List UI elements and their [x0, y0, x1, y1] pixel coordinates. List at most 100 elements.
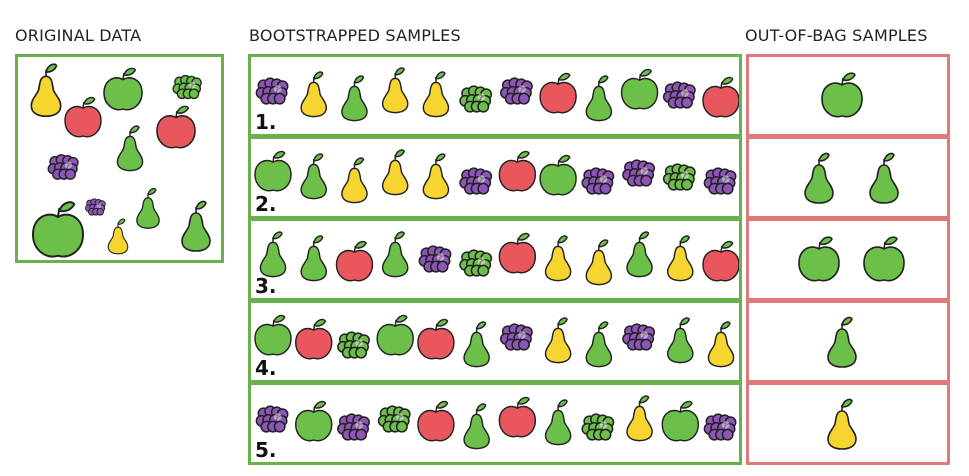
pear-yellow-icon [107, 218, 129, 255]
grape-purple-icon [499, 323, 533, 351]
pear-green-icon [804, 152, 834, 204]
oob-row-4 [746, 300, 950, 383]
grape-green-icon [172, 74, 202, 100]
apple-green-icon [863, 236, 905, 282]
original-data-heading: ORIGINAL DATA [15, 26, 142, 45]
pear-yellow-icon [707, 321, 735, 368]
pear-yellow-icon [422, 153, 450, 200]
oob-row-4-fruits [827, 316, 857, 368]
apple-green-icon [798, 236, 840, 282]
apple-red-icon [295, 318, 333, 360]
pear-yellow-icon [544, 235, 572, 282]
row-number-3: 3. [255, 274, 277, 298]
row-number-1: 1. [255, 110, 277, 134]
pear-green-icon [585, 321, 613, 368]
apple-green-icon [103, 67, 143, 111]
pear-green-icon [463, 321, 490, 368]
apple-red-icon [156, 105, 196, 149]
original-data-fruits [30, 63, 211, 258]
oob-row-3 [746, 218, 950, 301]
apple-green-icon [539, 154, 577, 196]
pear-green-icon [300, 153, 328, 200]
oob-row-1 [746, 54, 950, 137]
grape-purple-icon [703, 167, 737, 195]
pear-green-icon [381, 231, 409, 278]
apple-red-icon [417, 318, 455, 360]
pear-green-icon [463, 403, 490, 450]
bootstrap-row-3-fruits [259, 231, 739, 286]
bootstrapped-samples-heading: BOOTSTRAPPED SAMPLES [249, 26, 461, 45]
grape-green-icon [581, 413, 615, 441]
pear-green-icon [666, 317, 694, 364]
pear-yellow-icon [381, 149, 409, 196]
grape-purple-icon [418, 245, 452, 273]
grape-purple-icon [255, 77, 289, 105]
apple-red-icon [64, 96, 102, 138]
grape-purple-icon [622, 323, 656, 351]
grape-purple-icon [47, 154, 79, 180]
pear-green-icon [116, 125, 144, 172]
apple-red-icon [335, 240, 374, 282]
pear-yellow-icon [544, 317, 572, 364]
apple-green-icon [821, 72, 863, 118]
grape-purple-icon [499, 77, 533, 105]
original-data-box [15, 54, 224, 263]
bootstrap-row-1-fruits [255, 67, 739, 122]
bootstrap-row-4: 4. [248, 300, 742, 383]
pear-yellow-icon [827, 398, 857, 450]
apple-red-icon [702, 240, 739, 282]
apple-red-icon [498, 232, 537, 274]
row-number-5: 5. [255, 438, 277, 462]
apple-green-icon [295, 400, 333, 442]
pear-green-icon [136, 187, 160, 229]
bootstrap-row-4-fruits [254, 314, 735, 368]
pear-green-icon [300, 235, 328, 282]
oob-row-5-fruits [827, 398, 857, 450]
grape-purple-icon [662, 81, 696, 109]
row-number-4: 4. [255, 356, 277, 380]
pear-green-icon [544, 399, 572, 446]
pear-yellow-icon [626, 395, 653, 442]
row-number-2: 2. [255, 192, 277, 216]
grape-purple-icon [337, 413, 370, 441]
grape-purple-icon [581, 167, 615, 195]
apple-green-icon [254, 150, 292, 192]
apple-red-icon [702, 76, 739, 118]
apple-green-icon [254, 314, 292, 356]
bootstrap-row-5-fruits [255, 395, 737, 450]
pear-green-icon [827, 316, 857, 368]
grape-green-icon [377, 405, 411, 433]
pear-yellow-icon [381, 67, 409, 114]
grape-purple-icon [703, 413, 737, 441]
apple-green-icon [32, 201, 84, 258]
bootstrap-row-1: 1. [248, 54, 742, 137]
pear-green-icon [585, 75, 613, 122]
pear-green-icon [869, 152, 899, 204]
grape-purple-icon [255, 405, 289, 433]
apple-green-icon [661, 400, 699, 442]
pear-green-icon [259, 231, 287, 278]
bootstrap-row-2: 2. [248, 136, 742, 219]
bootstrap-row-5: 5. [248, 382, 742, 465]
pear-yellow-icon [585, 239, 613, 286]
oob-row-3-fruits [798, 236, 905, 282]
oob-row-1-fruits [821, 72, 863, 118]
bootstrap-row-3: 3. [248, 218, 742, 301]
grape-purple-icon [622, 159, 656, 187]
pear-green-icon [181, 200, 211, 252]
pear-yellow-icon [30, 63, 62, 118]
pear-yellow-icon [300, 71, 328, 118]
pear-green-icon [341, 75, 368, 122]
apple-red-icon [498, 150, 537, 192]
apple-red-icon [498, 396, 537, 438]
pear-yellow-icon [422, 71, 450, 118]
grape-green-icon [337, 331, 370, 359]
oob-samples-heading: OUT-OF-BAG SAMPLES [745, 26, 928, 45]
grape-green-icon [662, 163, 696, 191]
grape-purple-icon [85, 198, 106, 216]
grape-green-icon [459, 249, 493, 277]
bootstrap-row-2-fruits [254, 149, 737, 204]
apple-red-icon [417, 400, 455, 442]
apple-green-icon [376, 314, 414, 356]
pear-yellow-icon [666, 235, 694, 282]
